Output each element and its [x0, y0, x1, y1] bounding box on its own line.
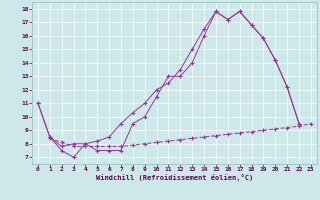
X-axis label: Windchill (Refroidissement éolien,°C): Windchill (Refroidissement éolien,°C)	[96, 174, 253, 181]
